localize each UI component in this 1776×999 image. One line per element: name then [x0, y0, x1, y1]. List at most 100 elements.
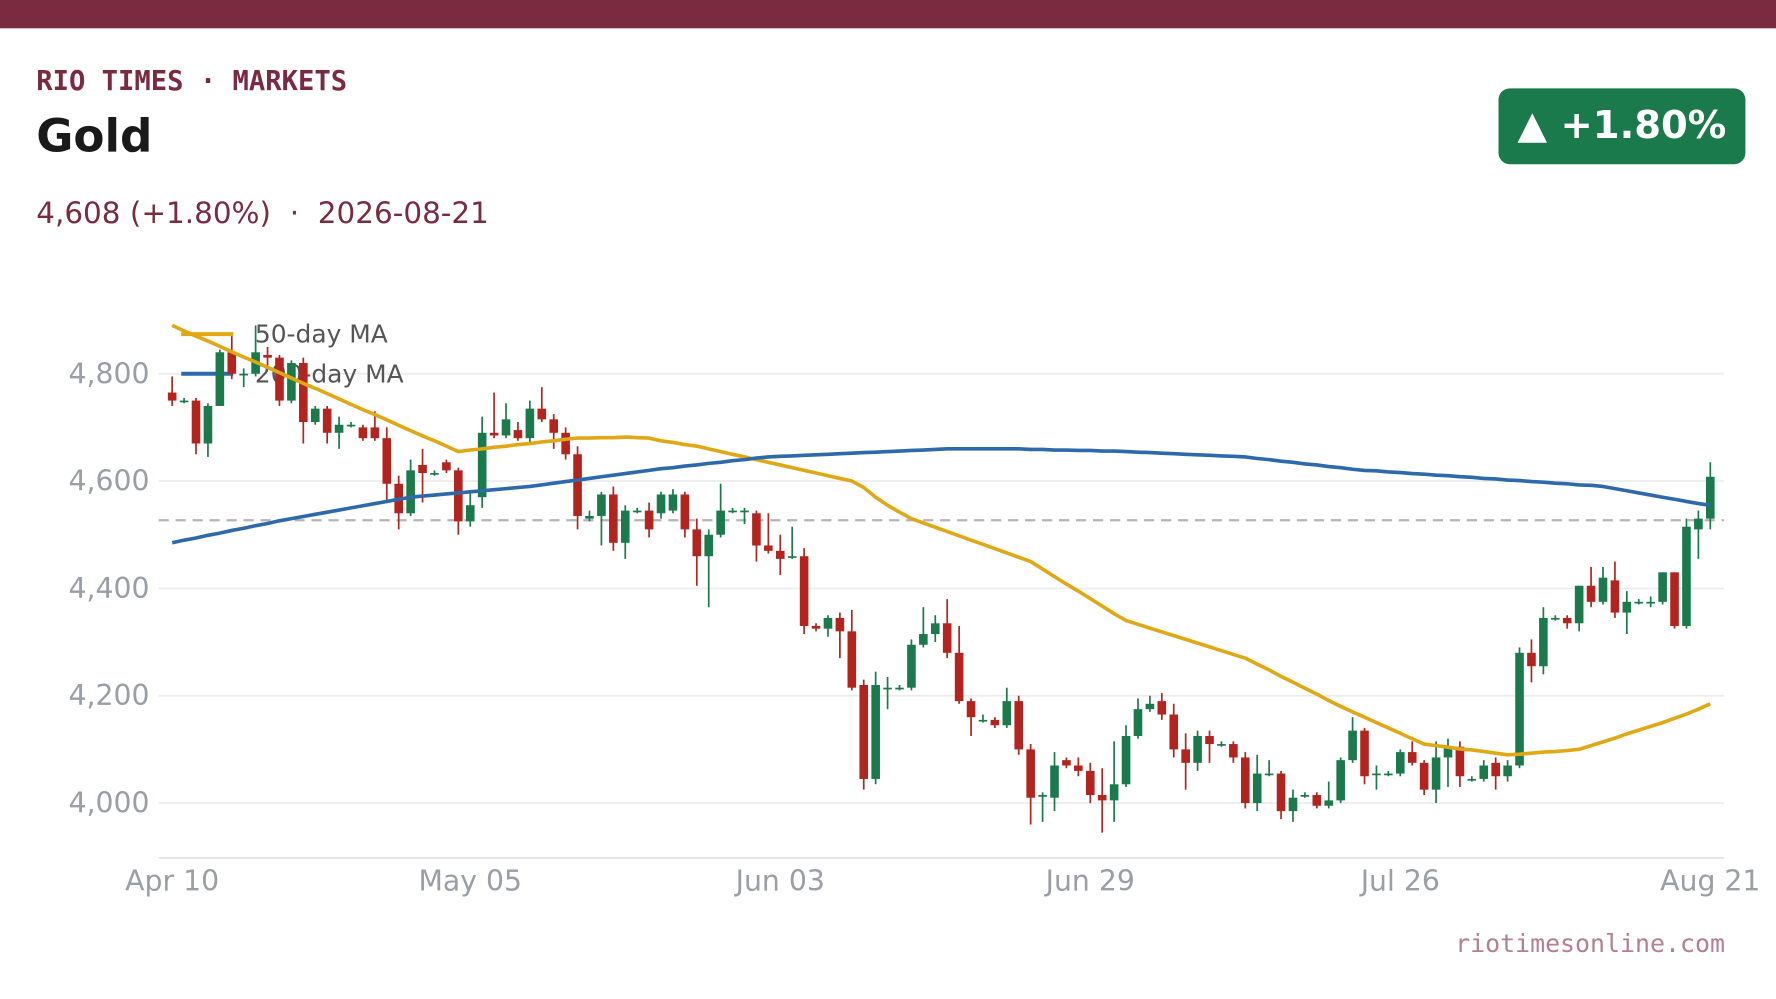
candle-body — [346, 424, 356, 427]
candle-body — [954, 652, 964, 702]
x-tick-label: Jun 03 — [734, 865, 825, 898]
candle-body — [513, 430, 523, 439]
candle-body — [442, 462, 451, 471]
candle-body — [811, 625, 821, 629]
legend-label: 50-day MA — [255, 320, 388, 349]
candle-body — [1097, 795, 1107, 801]
candle-body — [1121, 735, 1131, 785]
candle-body — [1467, 778, 1477, 781]
candle-body — [310, 408, 320, 423]
subtitle: 4,608 (+1.80%) · 2026-08-21 — [36, 196, 489, 230]
candle-body — [716, 510, 725, 535]
candle-body — [1217, 744, 1226, 746]
candle-body — [1062, 760, 1071, 766]
candle-body — [1694, 518, 1703, 530]
candle-body — [728, 510, 737, 513]
candle-body — [501, 419, 511, 436]
ma-line — [171, 447, 1711, 545]
candle-body — [871, 685, 880, 779]
candle-body — [1085, 770, 1095, 796]
candle-body — [1706, 476, 1715, 519]
x-tick-label: Jul 26 — [1359, 865, 1440, 898]
candle-body — [203, 405, 213, 444]
candle-body — [740, 510, 749, 513]
candle-body — [1229, 744, 1238, 758]
candle-body — [597, 494, 606, 516]
candle-body — [430, 473, 439, 475]
candle-body — [799, 556, 809, 626]
candle-body — [752, 513, 761, 546]
candle-body — [1515, 652, 1524, 766]
candle-body — [1574, 585, 1584, 624]
candle-body — [573, 454, 582, 516]
candle-body — [358, 427, 368, 439]
candle-body — [215, 352, 225, 406]
y-tick-label: 4,400 — [68, 572, 149, 605]
candle-body — [477, 432, 487, 498]
candle-body — [1336, 760, 1345, 801]
candle-body — [1240, 757, 1250, 804]
candle-body — [1384, 773, 1393, 776]
candle-body — [1503, 765, 1512, 777]
y-tick-label: 4,600 — [68, 465, 149, 498]
candle-body — [1145, 703, 1155, 710]
candle-body — [334, 424, 344, 433]
candle-body — [263, 354, 272, 358]
candle-body — [835, 617, 845, 632]
candle-body — [1038, 795, 1047, 797]
candle-body — [644, 510, 654, 530]
candle-body — [1014, 701, 1024, 750]
candle-body — [1050, 765, 1059, 798]
candle-body — [1074, 765, 1083, 771]
y-tick-label: 4,800 — [68, 357, 149, 390]
candle-body — [1300, 795, 1310, 797]
candle-body — [1109, 784, 1119, 801]
candle-body — [370, 427, 380, 439]
candle-body — [1264, 773, 1274, 776]
candle-body — [1026, 749, 1035, 798]
title: Gold — [36, 109, 152, 162]
badge-text: ▲ +1.80% — [1518, 103, 1727, 148]
candle-body — [382, 438, 392, 484]
candle-body — [632, 510, 642, 513]
candle-body — [1491, 762, 1500, 777]
candle-body — [859, 685, 869, 779]
candle-body — [919, 634, 928, 645]
brand: RIO TIMES · MARKETS — [36, 66, 347, 97]
candle-body — [1002, 701, 1012, 726]
footer: riotimesonline.com — [1455, 929, 1725, 958]
candle-body — [942, 623, 952, 653]
ma-line — [171, 323, 1712, 757]
candle-body — [585, 515, 594, 519]
candle-body — [1634, 601, 1644, 604]
candle-body — [167, 392, 177, 401]
candle-body — [299, 363, 308, 423]
candle-body — [1312, 795, 1322, 806]
candle-body — [1562, 617, 1572, 624]
candle-body — [1157, 701, 1167, 715]
candle-body — [465, 505, 475, 522]
candle-body — [549, 419, 559, 433]
candle-body — [1479, 765, 1489, 779]
candle-body — [1622, 601, 1632, 613]
candle-body — [1395, 752, 1405, 774]
candle-body — [454, 470, 463, 522]
candle-body — [1276, 773, 1286, 812]
candle-body — [978, 719, 988, 722]
candle-body — [895, 687, 904, 690]
x-tick-label: Aug 21 — [1660, 865, 1760, 898]
candle-body — [525, 408, 535, 439]
candle-body — [1455, 746, 1465, 777]
candle-body — [1443, 746, 1453, 758]
candle-body — [787, 556, 797, 558]
candle-body — [620, 510, 630, 543]
candle-body — [1670, 572, 1679, 626]
candle-body — [1407, 752, 1417, 763]
candle-body — [1181, 749, 1190, 763]
candle-body — [322, 408, 332, 433]
candle-body — [179, 400, 189, 403]
candle-body — [1252, 773, 1262, 804]
candle-body — [561, 432, 570, 455]
